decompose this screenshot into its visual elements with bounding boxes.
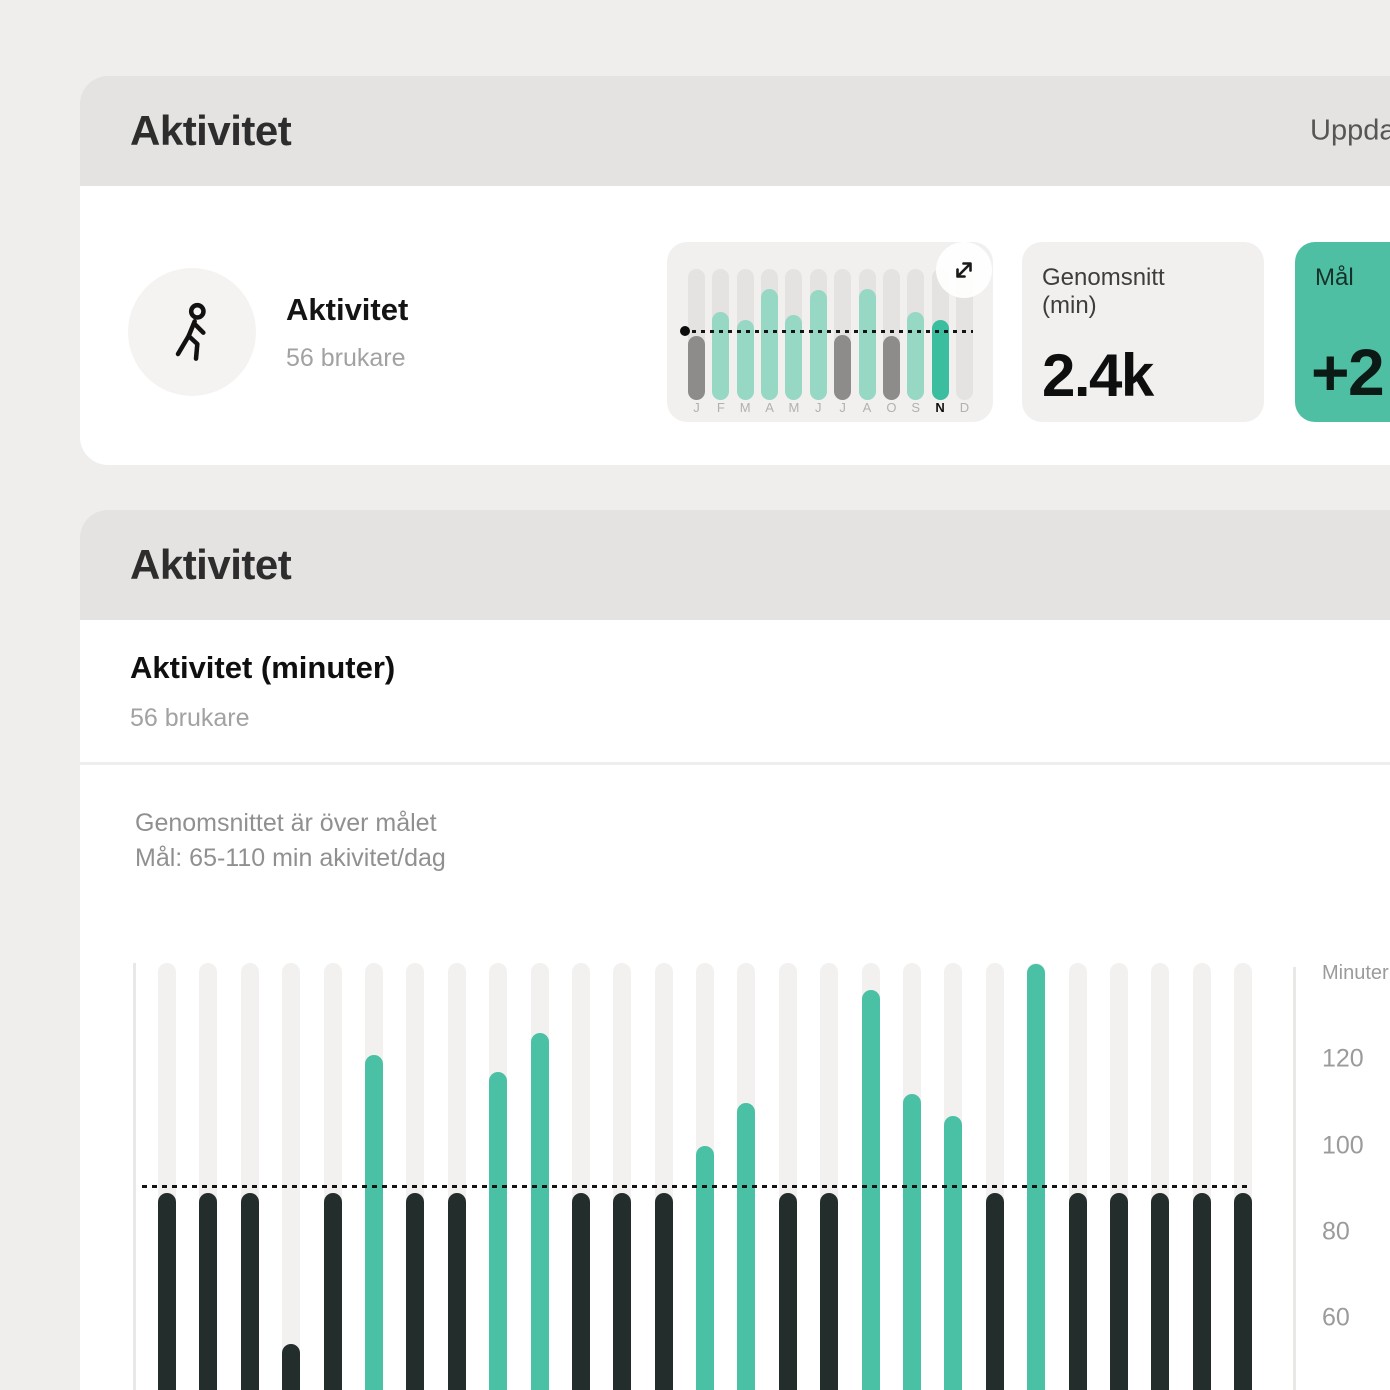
mini-bar (907, 312, 925, 400)
y-axis-title: Minuter (1322, 962, 1389, 984)
mini-bar-label: J (693, 400, 700, 415)
average-value: 2.4k (1042, 342, 1154, 409)
chart-subtitle: 56 brukare (130, 704, 250, 732)
bar (985, 1193, 1004, 1390)
bar (696, 1145, 714, 1390)
mini-bar-label: F (716, 400, 725, 415)
mini-bar (834, 334, 852, 400)
bar (282, 1344, 301, 1390)
goal-status-text: Genomsnittet är över målet Mål: 65-110 m… (135, 806, 446, 875)
bar (1109, 1193, 1128, 1390)
bar (489, 1072, 508, 1390)
mini-bar-label: A (765, 400, 774, 415)
mini-bar-label: M (739, 400, 751, 415)
bar (1234, 1193, 1252, 1390)
bar (778, 1193, 797, 1390)
update-link[interactable]: Uppda (1310, 114, 1390, 147)
average-label-line1: Genomsnitt (1042, 264, 1165, 291)
y-tick: 100 (1322, 1131, 1364, 1160)
mini-bar-label: O (886, 400, 897, 415)
card-subtitle: 56 brukare (286, 344, 406, 372)
chart-right-axis-line (1293, 967, 1296, 1390)
mini-bar-label: M (788, 400, 800, 415)
mini-bar-label: S (911, 400, 921, 415)
goal-status-line2: Mål: 65-110 min akivitet/dag (135, 843, 446, 872)
avatar (128, 268, 256, 396)
chart-title: Aktivitet (minuter) (130, 650, 396, 685)
activity-card-header: Aktivitet Uppda (80, 76, 1390, 186)
goal-label: Mål (1315, 264, 1354, 291)
mini-bar (809, 290, 827, 400)
average-label-line2: (min) (1042, 292, 1097, 320)
mini-bar (736, 320, 754, 400)
mini-bar-label: J (839, 400, 846, 415)
bar-track (282, 963, 301, 1390)
bar (902, 1093, 921, 1390)
bar (240, 1193, 259, 1390)
section1-title: Aktivitet (130, 107, 292, 154)
bar (364, 1055, 383, 1390)
bar (1192, 1193, 1211, 1390)
goal-value: +2 (1311, 335, 1385, 409)
mini-bar (858, 288, 876, 400)
mini-bar (712, 312, 730, 400)
mini-bar (688, 335, 705, 400)
walking-person-icon (175, 302, 206, 361)
expand-icon (956, 262, 972, 278)
bar (158, 1193, 176, 1390)
y-tick: 60 (1322, 1303, 1350, 1332)
bar (530, 1033, 549, 1390)
mini-bar-label: J (815, 400, 822, 415)
bar (737, 1102, 756, 1390)
y-tick: 80 (1322, 1217, 1350, 1246)
bar (654, 1193, 673, 1390)
divider (80, 762, 1390, 765)
mini-goal-line (683, 330, 973, 333)
bar (1151, 1193, 1170, 1390)
average-card: Genomsnitt (min) 2.4k (1022, 242, 1264, 422)
mini-bar-label: A (862, 400, 872, 415)
goal-status-line1: Genomsnittet är över målet (135, 809, 437, 837)
bar (571, 1193, 590, 1390)
mini-goal-dot (680, 326, 690, 336)
bar (1027, 964, 1046, 1390)
bar (861, 990, 880, 1390)
mini-bar-label: N (935, 400, 945, 415)
mini-bar-label: D (959, 400, 970, 415)
chart-goal-line (142, 1185, 1250, 1188)
bar (1068, 1193, 1087, 1390)
mini-bar (882, 335, 900, 400)
section2-title: Aktivitet (130, 541, 292, 588)
bar (199, 1193, 218, 1390)
activity-bar-chart (134, 963, 1294, 1390)
mini-bar (931, 320, 949, 400)
bar (406, 1193, 425, 1390)
bar (820, 1193, 839, 1390)
goal-card: Mål +2 (1295, 242, 1390, 422)
expand-button[interactable] (936, 242, 992, 298)
bar (323, 1193, 342, 1390)
bar (944, 1115, 963, 1390)
chart-left-axis-line (133, 963, 136, 1390)
activity-detail-header: Aktivitet (80, 510, 1390, 620)
bar (613, 1193, 632, 1390)
y-tick: 120 (1322, 1044, 1364, 1073)
average-label: Genomsnitt (min) (1042, 264, 1165, 321)
mini-bar-track (955, 269, 973, 400)
bar (447, 1193, 466, 1390)
card-title: Aktivitet (286, 292, 409, 327)
mini-bar (785, 314, 803, 400)
mini-bar (761, 288, 779, 400)
